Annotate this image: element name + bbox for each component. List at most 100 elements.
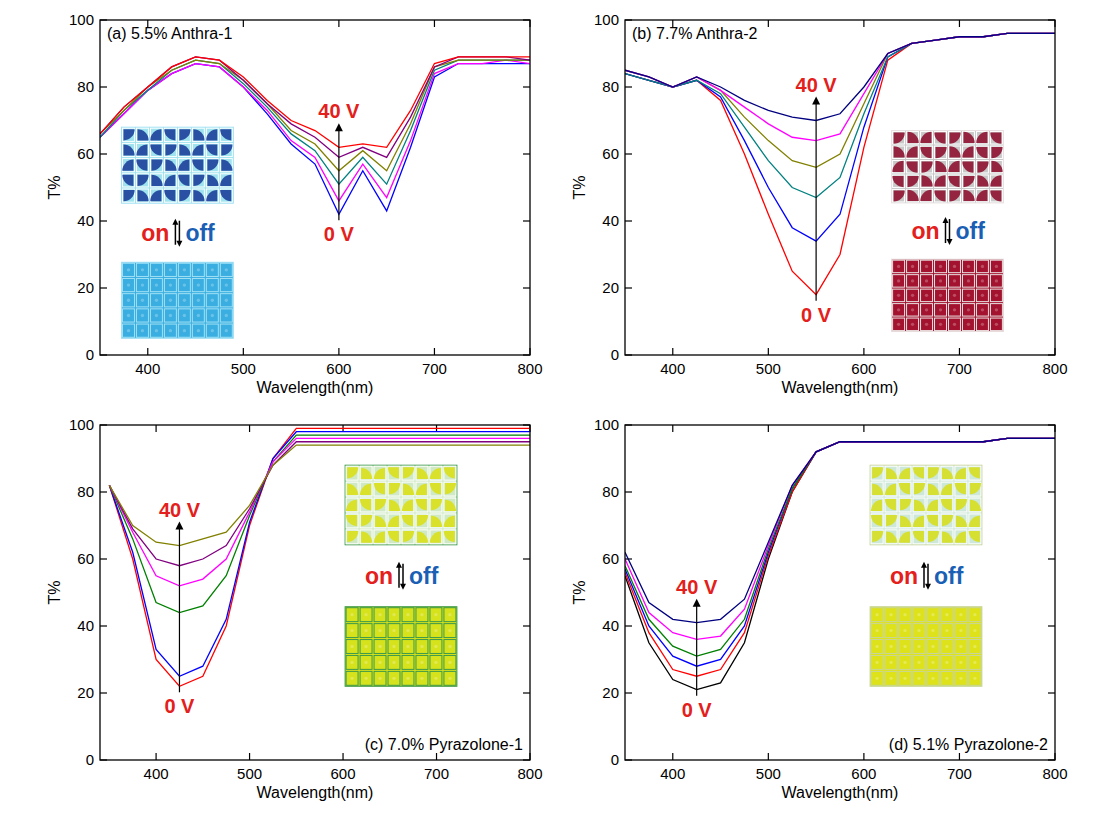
inset-cell — [935, 132, 947, 144]
inset-domain — [963, 190, 974, 201]
inset-dot — [406, 661, 409, 664]
inset-cell — [871, 530, 883, 544]
inset-domain — [361, 468, 372, 479]
inset-dot — [953, 323, 956, 326]
inset-cell — [921, 289, 933, 301]
y-tick — [523, 491, 530, 492]
inset-dot — [392, 677, 395, 680]
inset-cell — [907, 160, 919, 172]
inset-cell — [962, 289, 974, 301]
inset-cell — [893, 175, 905, 187]
y-axis-title: T% — [46, 581, 63, 605]
inset-cell — [969, 466, 981, 480]
y-tick-label: 0 — [86, 751, 94, 768]
inset-domain — [164, 190, 175, 201]
inset-cell — [402, 482, 414, 496]
inset-cell — [941, 655, 953, 669]
inset-arrow — [927, 564, 929, 586]
inset-domain — [928, 484, 939, 495]
inset-cell — [941, 640, 953, 654]
inset-domain — [164, 175, 175, 186]
inset-dot — [945, 661, 948, 664]
inset-dot — [889, 661, 892, 664]
inset-cell — [192, 128, 204, 141]
inset-dot — [169, 283, 172, 286]
inset-domain — [375, 516, 386, 527]
inset-domain — [969, 467, 980, 478]
inset-cell — [123, 278, 135, 291]
inset-cell — [955, 655, 967, 669]
inset-cell — [907, 146, 919, 158]
spectrum-line — [625, 33, 1055, 140]
y-tick — [1048, 558, 1055, 559]
inset-cell — [388, 466, 400, 480]
inset-cell — [913, 655, 925, 669]
spectrum-line — [625, 33, 1055, 294]
background — [0, 0, 1093, 817]
inset-domain — [927, 515, 938, 526]
inset-cell — [927, 482, 939, 496]
inset-domain — [374, 468, 385, 479]
inset-dot — [931, 661, 934, 664]
inset-dot — [911, 308, 914, 311]
inset-on-image — [345, 465, 457, 545]
y-tick — [625, 491, 632, 492]
inset-cell — [402, 640, 414, 654]
inset-domain — [934, 133, 945, 144]
inset-domain — [872, 531, 883, 542]
inset-dot — [875, 645, 878, 648]
inset-arrowhead — [943, 217, 949, 223]
inset-domain — [894, 146, 905, 157]
inset-dot — [155, 299, 158, 302]
spectrum-line — [100, 60, 530, 184]
y-tick — [1048, 86, 1055, 87]
inset-cell — [220, 324, 232, 337]
inset-cell — [962, 304, 974, 316]
inset-domain — [389, 500, 400, 511]
inset-dot — [420, 661, 423, 664]
y-tick — [1048, 153, 1055, 154]
inset-dot — [127, 299, 130, 302]
spectrum-line — [109, 435, 530, 613]
figure: 400500600700800020406080100Wavelength(nm… — [0, 0, 1093, 817]
inset-domain — [347, 467, 358, 478]
inset-cell — [136, 143, 148, 156]
y-tick-label: 60 — [77, 550, 94, 567]
inset-dot — [967, 294, 970, 297]
inset-cell — [178, 263, 190, 276]
inset-cell — [123, 174, 135, 187]
inset-dot — [917, 645, 920, 648]
inset-cell — [907, 275, 919, 287]
inset-cell — [360, 530, 372, 544]
inset-dot — [973, 661, 976, 664]
x-tick — [155, 753, 156, 760]
inset-cell — [885, 655, 897, 669]
inset-domain — [388, 531, 399, 542]
inset-domain — [346, 515, 357, 526]
inset-dot — [350, 645, 353, 648]
inset-cell — [346, 482, 358, 496]
inset-dot — [953, 294, 956, 297]
inset-cell — [969, 655, 981, 669]
x-tick — [863, 348, 864, 355]
inset-cell — [192, 263, 204, 276]
inset-cell — [346, 671, 358, 685]
inset-domain — [936, 147, 947, 158]
spectrum-line — [625, 438, 1055, 656]
inset-domain — [417, 515, 428, 526]
y-tick — [625, 153, 632, 154]
inset-domain — [124, 129, 135, 140]
inset-dot — [917, 661, 920, 664]
inset-cell — [360, 482, 372, 496]
inset-dot — [197, 299, 200, 302]
inset-cell — [885, 671, 897, 685]
inset-cell — [962, 160, 974, 172]
voltage-high-label: 40 V — [676, 576, 718, 598]
y-tick-label: 60 — [602, 145, 619, 162]
inset-dot — [995, 323, 998, 326]
inset-domain — [193, 129, 204, 140]
inset-cell — [907, 132, 919, 144]
inset-domain — [892, 161, 903, 172]
y-tick-label: 20 — [602, 684, 619, 701]
inset-cell — [136, 159, 148, 172]
